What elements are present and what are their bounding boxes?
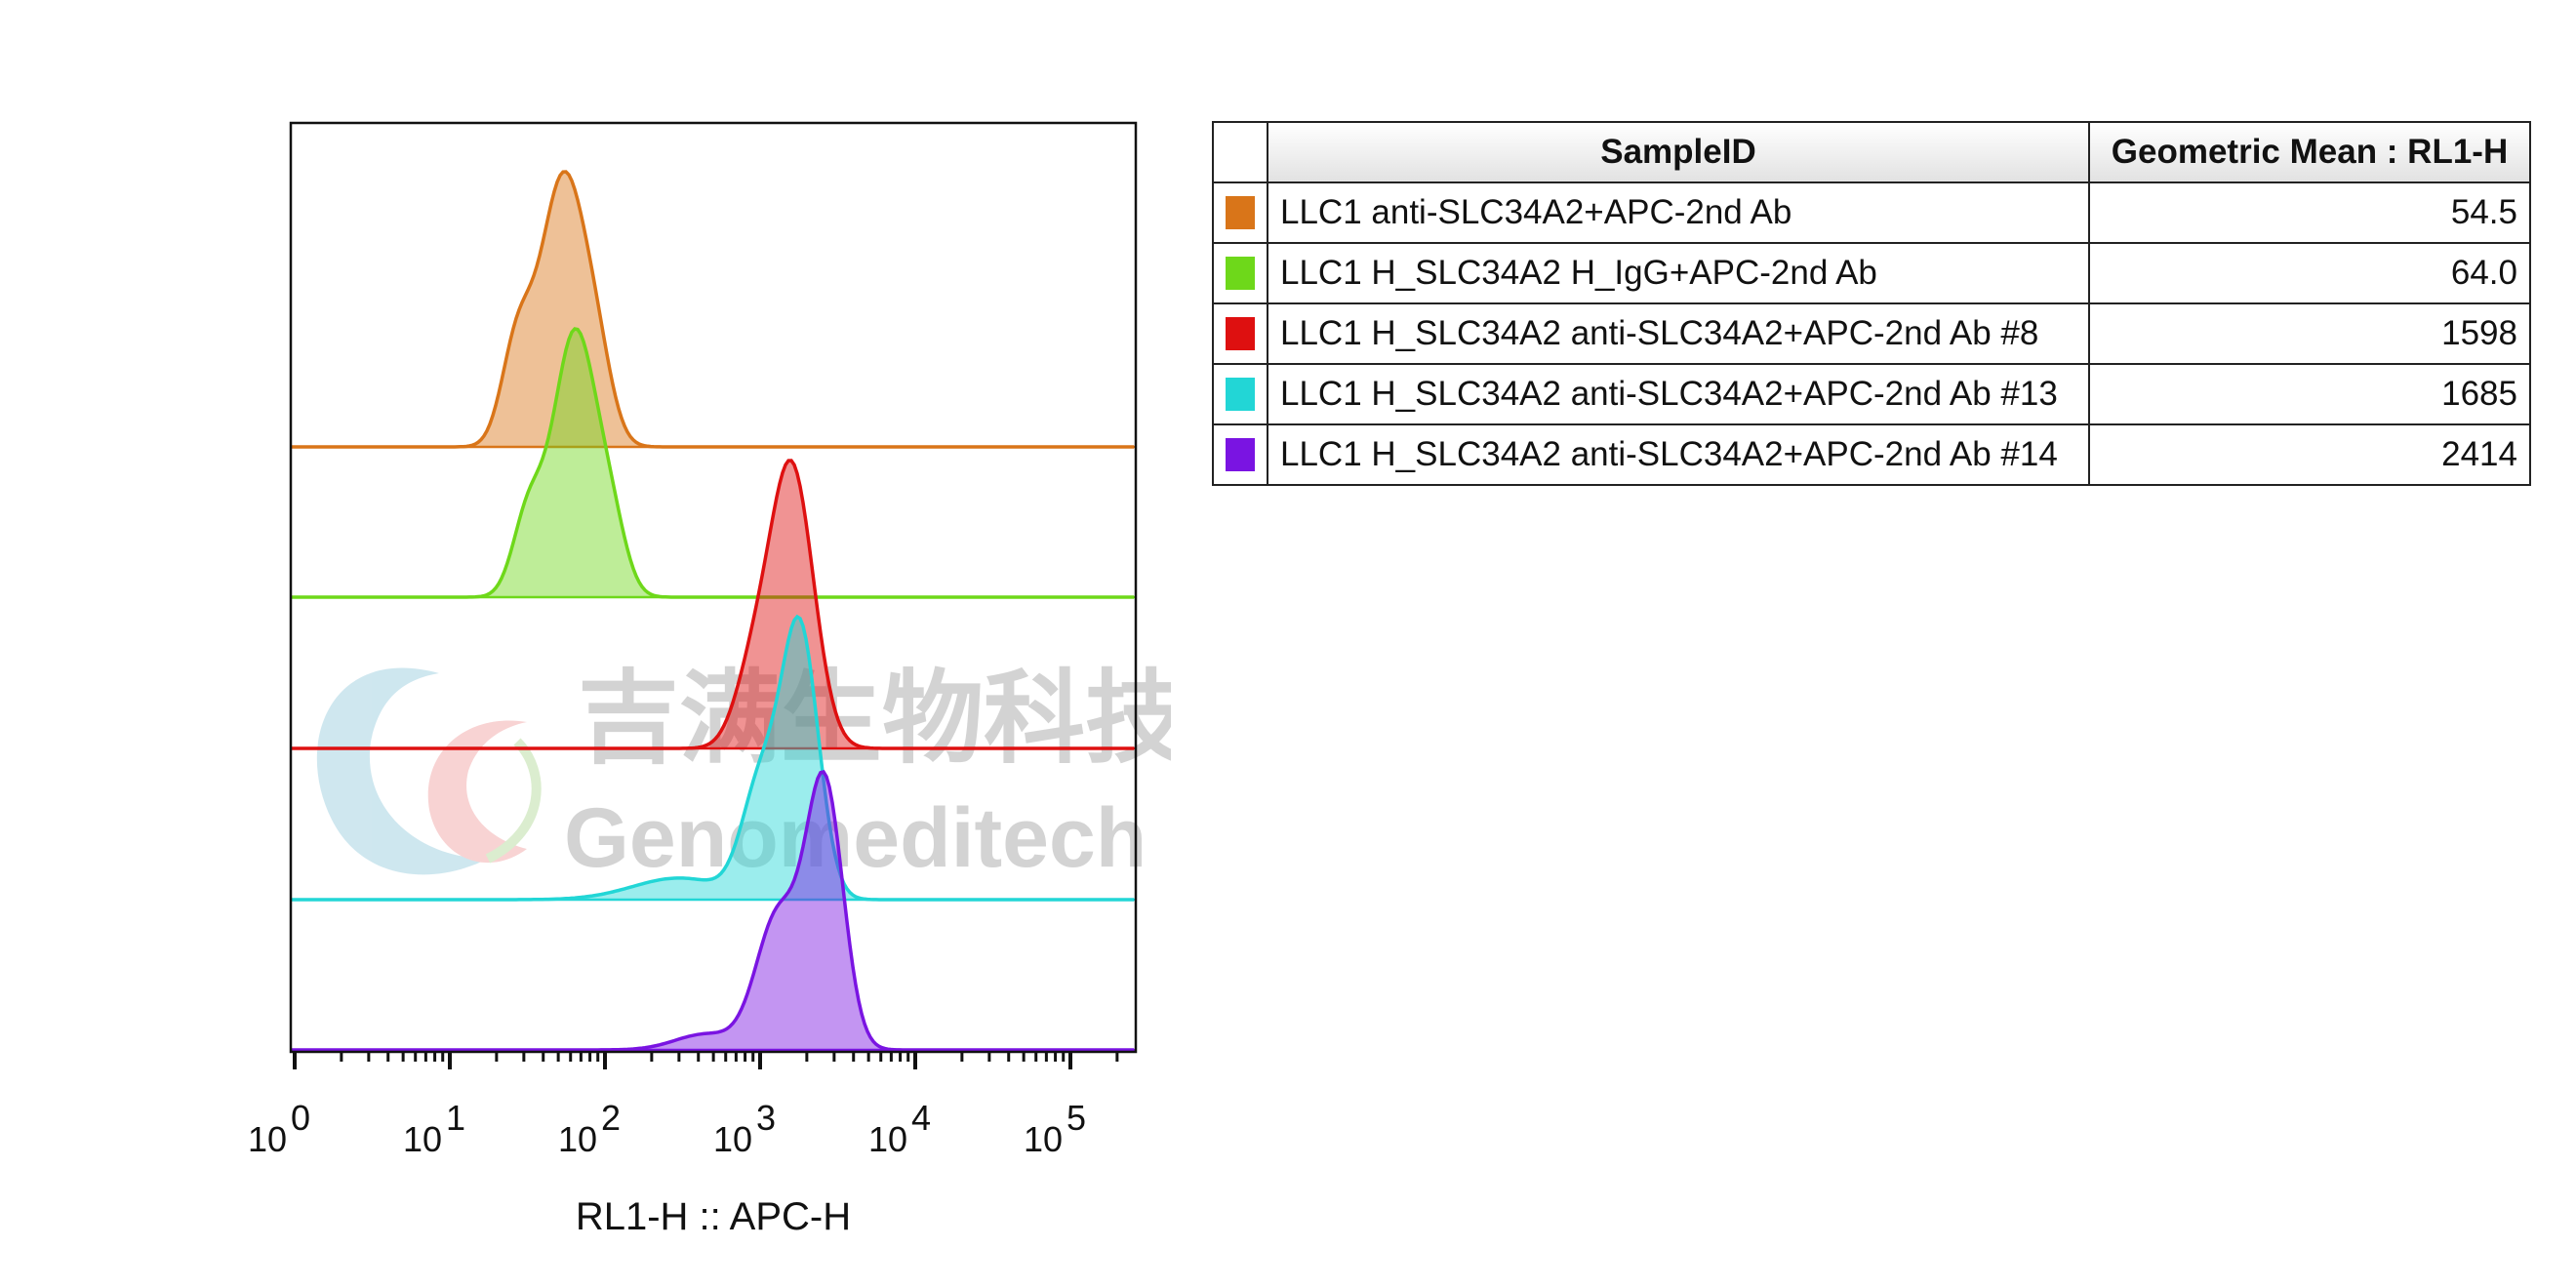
swatch-cell <box>1212 363 1268 425</box>
color-swatch <box>1226 196 1255 229</box>
histogram-curves <box>291 170 1136 1052</box>
geometric-mean-cell: 2414 <box>2088 423 2531 486</box>
x-tick-label-1: 101 <box>403 1098 465 1159</box>
histogram-line-5 <box>291 769 1134 1052</box>
geometric-mean-cell: 54.5 <box>2088 181 2531 244</box>
color-swatch <box>1226 378 1255 411</box>
sample-id-cell: LLC1 anti-SLC34A2+APC-2nd Ab <box>1267 181 2090 244</box>
color-swatch <box>1226 257 1255 290</box>
table-header-row: SampleID Geometric Mean : RL1-H <box>1212 121 2531 183</box>
table-row: LLC1 H_SLC34A2 anti-SLC34A2+APC-2nd Ab #… <box>1212 302 2531 365</box>
geometric-mean-cell: 1685 <box>2088 363 2531 425</box>
header-geometric-mean: Geometric Mean : RL1-H <box>2088 121 2531 183</box>
x-tick-label-3: 103 <box>713 1098 776 1159</box>
plot-frame <box>289 121 1138 1054</box>
table-row: LLC1 H_SLC34A2 anti-SLC34A2+APC-2nd Ab #… <box>1212 363 2531 425</box>
histogram-line-4 <box>291 614 1134 902</box>
x-tick-label-0: 100 <box>248 1098 310 1159</box>
sample-id-cell: LLC1 H_SLC34A2 anti-SLC34A2+APC-2nd Ab #… <box>1267 302 2090 365</box>
swatch-cell <box>1212 423 1268 486</box>
color-swatch <box>1226 317 1255 350</box>
sample-id-cell: LLC1 H_SLC34A2 H_IgG+APC-2nd Ab <box>1267 242 2090 304</box>
x-tick-label-2: 102 <box>558 1098 621 1159</box>
x-axis-title: RL1-H :: APC-H <box>576 1195 851 1238</box>
table-row: LLC1 H_SLC34A2 H_IgG+APC-2nd Ab 64.0 <box>1212 242 2531 304</box>
histogram-fill-2 <box>291 329 1136 597</box>
header-sample-id: SampleID <box>1267 121 2090 183</box>
stats-table: SampleID Geometric Mean : RL1-H LLC1 ant… <box>1212 121 2531 486</box>
x-tick-label-5: 105 <box>1024 1098 1086 1159</box>
x-axis: 100 101 102 103 104 105 <box>248 1052 1119 1159</box>
table-row: LLC1 anti-SLC34A2+APC-2nd Ab 54.5 <box>1212 181 2531 244</box>
histogram-line-1 <box>291 170 1134 449</box>
watermark-en-text: Genomeditech <box>564 791 1147 885</box>
table-row: LLC1 H_SLC34A2 anti-SLC34A2+APC-2nd Ab #… <box>1212 423 2531 486</box>
geometric-mean-cell: 64.0 <box>2088 242 2531 304</box>
watermark: 吉满生物科技 Genomeditech <box>316 659 1171 885</box>
watermark-logo <box>316 667 542 875</box>
table-body: LLC1 anti-SLC34A2+APC-2nd Ab 54.5 LLC1 H_S… <box>1212 181 2531 486</box>
histogram-svg: 吉满生物科技 Genomeditech 100 101 102 103 104 105 R… <box>248 121 1171 1238</box>
header-swatch-cell <box>1212 121 1268 183</box>
x-tick-label-4: 104 <box>868 1098 931 1159</box>
color-swatch <box>1226 438 1255 471</box>
histogram-fill-1 <box>291 172 1136 447</box>
swatch-cell <box>1212 242 1268 304</box>
swatch-cell <box>1212 181 1268 244</box>
swatch-cell <box>1212 302 1268 365</box>
sample-id-cell: LLC1 H_SLC34A2 anti-SLC34A2+APC-2nd Ab #… <box>1267 363 2090 425</box>
histogram-line-2 <box>291 327 1134 599</box>
histogram-chart: 吉满生物科技 Genomeditech 100 101 102 103 104 105 R… <box>0 0 1171 1288</box>
histogram-line-3 <box>291 459 1134 750</box>
geometric-mean-cell: 1598 <box>2088 302 2531 365</box>
sample-id-cell: LLC1 H_SLC34A2 anti-SLC34A2+APC-2nd Ab #… <box>1267 423 2090 486</box>
watermark-cn-text: 吉满生物科技 <box>578 659 1171 778</box>
